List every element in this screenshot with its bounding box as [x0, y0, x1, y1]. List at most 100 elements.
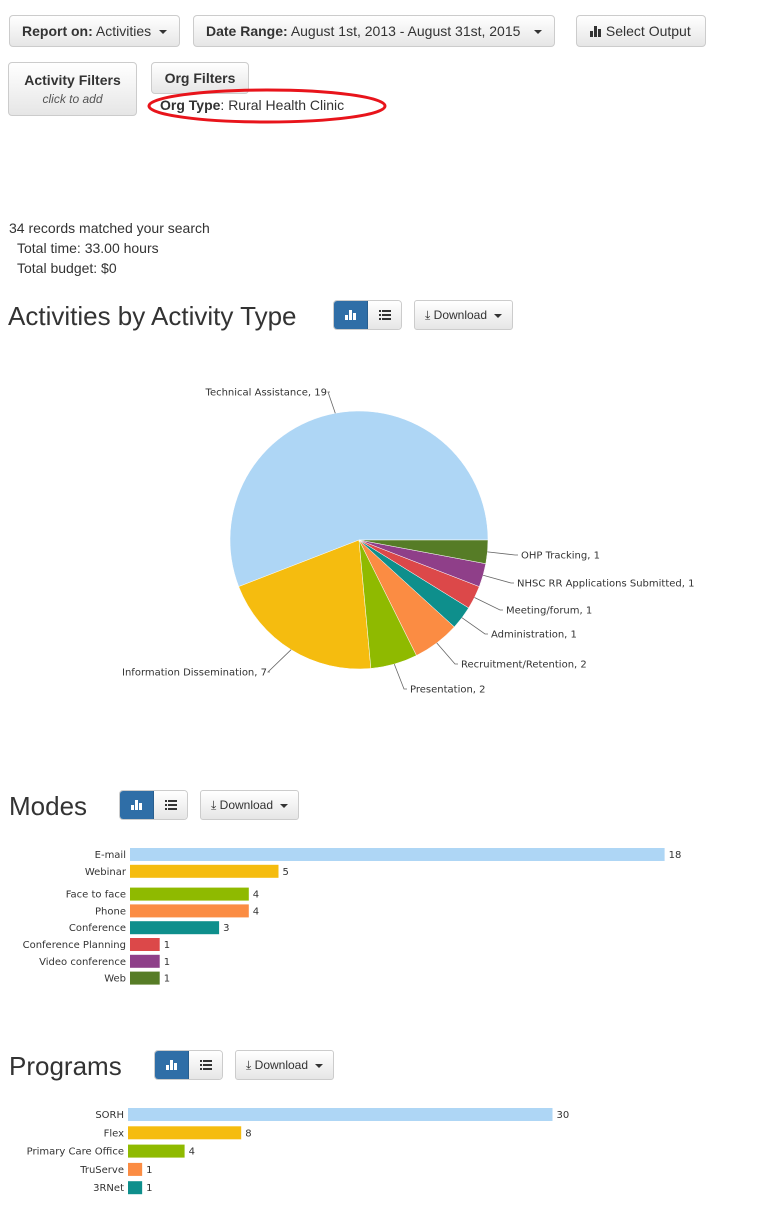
org-filters-label: Org Filters [164, 70, 236, 86]
pie-leader-line [327, 391, 336, 414]
download-icon: ⤓ [246, 1058, 252, 1072]
pie-leader-line [461, 617, 488, 635]
org-type-filter[interactable]: Org Type: Rural Health Clinic [160, 97, 344, 113]
bar-category-label: 3RNet [93, 1183, 124, 1194]
chevron-down-icon [315, 1063, 324, 1068]
bar [130, 848, 665, 861]
pie-leader-line [267, 649, 292, 673]
list-icon [164, 800, 177, 810]
bar [130, 887, 249, 901]
bar-category-label: Primary Care Office [27, 1147, 124, 1158]
bar-category-label: Phone [95, 906, 126, 917]
bar [130, 971, 160, 985]
report-on-dropdown[interactable]: Report on: Activities [9, 15, 181, 47]
download-label: Download [433, 308, 488, 322]
bar-category-label: Face to face [66, 890, 126, 901]
bar [128, 1108, 553, 1121]
bar-value-label: 18 [669, 850, 682, 861]
bar-category-label: SORH [95, 1110, 124, 1121]
bar-value-label: 1 [164, 957, 170, 968]
download-label: Download [219, 798, 274, 812]
bar [128, 1181, 143, 1195]
pie-leader-line [482, 574, 514, 584]
pie-label: Recruitment/Retention, 2 [461, 660, 587, 671]
report-on-value: Activities [95, 23, 152, 39]
total-time: Total time: 33.00 hours [17, 240, 159, 256]
annotation-ellipse [147, 88, 387, 124]
download-dropdown[interactable]: ⤓ Download [200, 790, 300, 820]
date-range-label: Date Range: [206, 23, 288, 39]
pie-label: OHP Tracking, 1 [521, 551, 600, 562]
bar-category-label: TruServe [79, 1165, 124, 1176]
bar-chart-icon [590, 26, 601, 37]
bar-category-label: Conference Planning [23, 940, 126, 951]
bar [128, 1144, 185, 1158]
bar-chart-icon [131, 800, 142, 810]
bar-category-label: Flex [104, 1128, 125, 1139]
activity-filters-button[interactable]: Activity Filters click to add [8, 62, 137, 116]
bar-category-label: E-mail [95, 850, 126, 861]
modes-bar-chart: E-mail 18 Webinar 5 Face to face 4 Phone 4 Confe… [23, 848, 682, 985]
chart-view-button[interactable] [155, 1051, 189, 1079]
pie-slice [238, 539, 372, 670]
chart-view-button[interactable] [120, 791, 154, 819]
bar-category-label: Webinar [85, 867, 127, 878]
bar-value-label: 8 [245, 1128, 251, 1139]
chevron-down-icon [159, 30, 168, 35]
date-range-dropdown[interactable]: Date Range: August 1st, 2013 - August 31… [193, 15, 556, 47]
chart-title-activity-type: Activities by Activity Type [8, 301, 297, 331]
activity-filters-hint: click to add [42, 92, 103, 106]
list-view-button[interactable] [368, 301, 401, 329]
download-icon: ⤓ [211, 798, 217, 812]
chart-title-modes: Modes [9, 791, 88, 821]
bar-chart-icon [166, 1060, 177, 1070]
bar-value-label: 4 [253, 890, 259, 901]
bar-value-label: 1 [164, 974, 170, 985]
pie-label: Administration, 1 [491, 630, 577, 641]
chart-view-button[interactable] [334, 301, 368, 329]
bar [130, 938, 160, 951]
bar-value-label: 3 [223, 923, 229, 934]
pie-leader-line [436, 642, 458, 665]
pie-label: Technical Assistance, 19 [205, 388, 327, 399]
list-view-button[interactable] [154, 791, 187, 819]
bar [130, 954, 160, 968]
bar-value-label: 1 [164, 940, 170, 951]
bar [128, 1126, 242, 1140]
chevron-down-icon [494, 313, 503, 318]
pie-label: NHSC RR Applications Submitted, 1 [517, 579, 694, 590]
download-dropdown[interactable]: ⤓ Download [235, 1050, 335, 1080]
pie-label: Presentation, 2 [410, 685, 486, 696]
view-toggle[interactable] [333, 300, 402, 330]
bar-category-label: Conference [69, 923, 126, 934]
pie-label: Meeting/forum, 1 [506, 606, 592, 617]
select-output-button[interactable]: Select Output [576, 15, 706, 47]
pie-label: Information Dissemination, 7 [122, 668, 267, 679]
download-dropdown[interactable]: ⤓ Download [414, 300, 514, 330]
view-toggle[interactable] [154, 1050, 223, 1080]
pie-leader-line [393, 663, 407, 690]
list-icon [199, 1060, 212, 1070]
bar-value-label: 30 [557, 1110, 570, 1121]
chevron-down-icon [534, 30, 543, 35]
list-view-button[interactable] [189, 1051, 222, 1079]
records-count: 34 records matched your search [9, 220, 210, 236]
bar [130, 904, 249, 918]
bar-value-label: 1 [146, 1165, 152, 1176]
bar-value-label: 1 [146, 1183, 152, 1194]
view-toggle[interactable] [119, 790, 188, 820]
select-output-label: Select Output [605, 23, 691, 39]
date-range-value: August 1st, 2013 - August 31st, 2015 [290, 23, 521, 39]
bar [130, 864, 279, 878]
activity-filters-label: Activity Filters [24, 72, 121, 88]
bar [130, 921, 220, 935]
programs-bar-chart: SORH 30 Flex 8 Primary Care Office 4 TruServe 1… [27, 1108, 570, 1195]
pie-chart: Technical Assistance, 19 Information Diss… [122, 388, 694, 696]
pie-leader-line [474, 597, 503, 611]
bar [128, 1162, 143, 1176]
pie-leader-line [487, 551, 518, 556]
org-type-value: : Rural Health Clinic [220, 97, 345, 113]
chart-title-programs: Programs [9, 1051, 122, 1081]
bar-category-label: Video conference [39, 957, 126, 968]
org-filters-button[interactable]: Org Filters [151, 62, 249, 94]
